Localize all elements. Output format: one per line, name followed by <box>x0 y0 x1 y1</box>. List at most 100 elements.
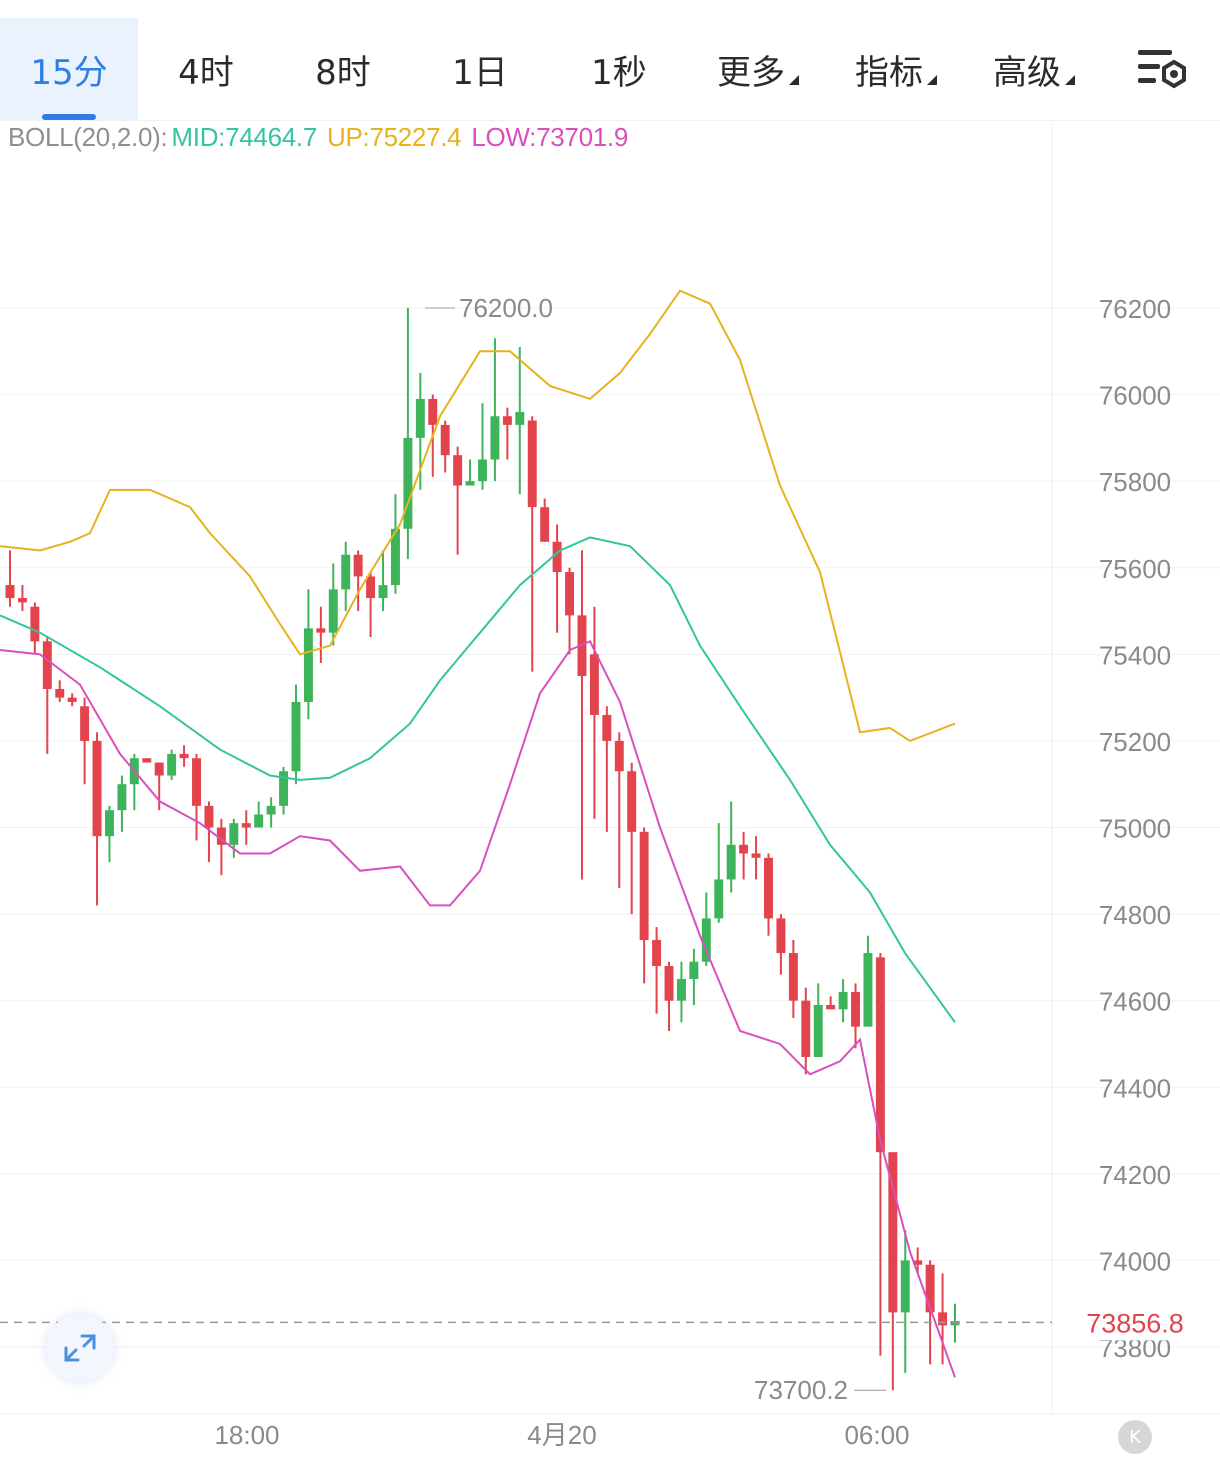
candle-body <box>676 979 686 1001</box>
candle-body <box>179 753 189 759</box>
candle-body <box>216 827 226 845</box>
low-marker-label: 73700.2 <box>754 1375 848 1405</box>
dropdown-caret-icon <box>927 75 937 85</box>
y-tick-label: 74800 <box>1099 900 1171 930</box>
reset-icon[interactable]: K <box>1118 1420 1152 1454</box>
candle-body <box>689 961 699 980</box>
candle-body <box>42 641 52 689</box>
tab-8h[interactable]: 8时 <box>315 52 371 93</box>
candle-body <box>726 844 736 880</box>
boll-name: BOLL(20,2.0): <box>8 122 168 152</box>
candle-body <box>67 697 77 702</box>
candle-body <box>764 857 773 919</box>
candle-body <box>241 823 251 828</box>
boll-mid-value: MID:74464.7 <box>171 122 317 152</box>
candle-body <box>938 1312 948 1326</box>
candle-body <box>328 589 338 633</box>
candle-body <box>316 628 326 633</box>
candle-body <box>30 606 40 642</box>
candle-body <box>614 740 624 772</box>
tab-more[interactable]: 更多 <box>690 18 826 120</box>
tab-1d[interactable]: 1日 <box>452 52 508 93</box>
chart-settings-icon[interactable] <box>1134 44 1190 94</box>
y-tick-label: 74000 <box>1099 1246 1171 1276</box>
tab-15m[interactable]: 15分 <box>0 18 138 120</box>
y-tick-label: 75800 <box>1099 467 1171 497</box>
tab-4h[interactable]: 4时 <box>178 52 234 93</box>
candle-body <box>403 437 413 529</box>
candle-body <box>639 831 649 941</box>
candle-body <box>925 1264 935 1313</box>
candle-body <box>589 654 599 715</box>
candle-body <box>888 1152 898 1313</box>
candle-body <box>279 771 289 806</box>
boll-indicator-legend: BOLL(20,2.0): MID:74464.7 UP:75227.4 LOW:73… <box>8 122 638 153</box>
boll-low-value: LOW:73701.9 <box>471 122 628 152</box>
candle-body <box>415 398 425 438</box>
candle-body <box>92 740 102 837</box>
candle-body <box>863 953 873 1027</box>
candle-body <box>303 628 313 702</box>
dropdown-caret-icon <box>1065 75 1075 85</box>
candle-body <box>378 585 388 599</box>
candle-body <box>602 714 612 741</box>
current-price-label: 73856.8 <box>1086 1308 1184 1338</box>
candle-body <box>17 598 27 603</box>
x-tick-label: 18:00 <box>214 1420 279 1450</box>
candle-body <box>900 1260 910 1313</box>
candle-body <box>465 481 475 486</box>
boll-up-value: UP:75227.4 <box>327 122 462 152</box>
candle-body <box>714 879 724 919</box>
candle-body <box>838 992 848 1010</box>
boll-upper-line <box>0 289 956 743</box>
candlestick-chart[interactable]: 76200 76000 75800 75600 75400 75200 75000 74800… <box>0 122 1220 1457</box>
y-tick-label: 76200 <box>1099 294 1171 324</box>
candle-body <box>117 784 127 811</box>
candle-body <box>552 541 562 573</box>
candle-body <box>440 424 450 456</box>
candle-body <box>104 810 114 837</box>
tab-indicators[interactable]: 指标 <box>828 18 964 120</box>
candle-body <box>80 706 90 741</box>
candle-body <box>788 953 798 1001</box>
candle-body <box>851 992 861 1027</box>
candle-body <box>875 957 885 1153</box>
candle-body <box>751 853 761 858</box>
candle-body <box>254 814 264 828</box>
y-tick-label: 75600 <box>1099 554 1171 584</box>
tab-advanced[interactable]: 高级 <box>966 18 1102 120</box>
candle-body <box>527 420 537 508</box>
y-tick-label: 75000 <box>1099 814 1171 844</box>
y-tick-label: 75400 <box>1099 640 1171 670</box>
y-tick-label: 74200 <box>1099 1160 1171 1190</box>
y-tick-label: 75200 <box>1099 727 1171 757</box>
candle-body <box>204 805 214 828</box>
candle-body <box>341 554 351 590</box>
candle-body <box>490 416 500 460</box>
candle-body <box>826 1004 836 1010</box>
dropdown-caret-icon <box>789 75 799 85</box>
candle-body <box>540 507 550 542</box>
candle-body <box>701 918 711 962</box>
candle-body <box>353 554 363 577</box>
candle-body <box>776 918 786 954</box>
candle-body <box>565 572 575 616</box>
x-tick-label: 4月20 <box>527 1420 596 1450</box>
expand-icon[interactable] <box>46 1314 114 1382</box>
candle-body <box>55 688 65 698</box>
x-tick-label: 06:00 <box>844 1420 909 1450</box>
candle-body <box>291 701 301 772</box>
candle-body <box>515 411 525 425</box>
candle-body <box>192 758 201 806</box>
candle-body <box>266 805 276 815</box>
candle-body <box>652 940 662 967</box>
current-price-bg <box>1054 1304 1220 1341</box>
candle-body <box>813 1004 823 1057</box>
candle-body <box>229 823 239 845</box>
candle-body <box>428 398 438 425</box>
tab-advanced-label: 高级 <box>993 52 1061 93</box>
candle-body <box>5 585 15 599</box>
tab-1s[interactable]: 1秒 <box>591 52 647 93</box>
candle-body <box>950 1321 960 1326</box>
candle-body <box>627 771 637 832</box>
